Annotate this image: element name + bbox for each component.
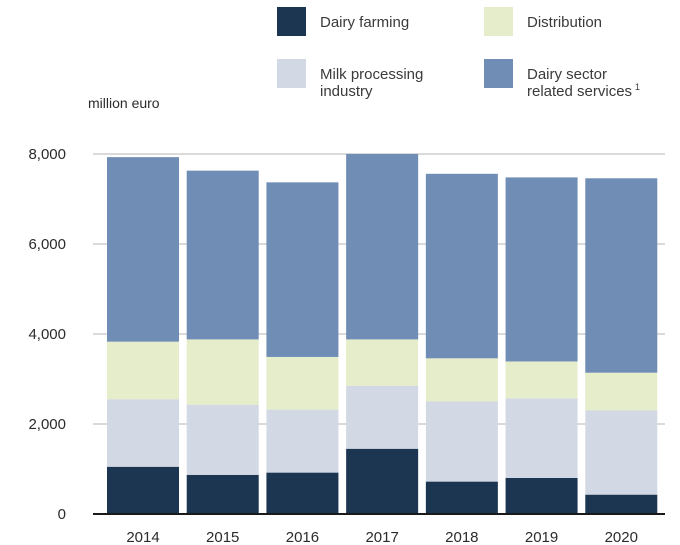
x-tick-label: 2014 (126, 529, 159, 545)
legend-item-dairy-sector-related-services: Dairy sector related services 1 (484, 59, 640, 100)
bar-segment-distribution-2015 (186, 339, 259, 405)
y-tick-label: 6,000 (28, 236, 66, 253)
bar-segment-distribution-2014 (107, 341, 179, 400)
legend-swatch (484, 7, 513, 36)
bar-segment-milk-processing-industry-2017 (346, 385, 419, 449)
bar-segment-dairy-sector-related-services-2018 (425, 173, 498, 359)
bar-segment-distribution-2019 (505, 361, 578, 399)
x-tick-label: 2017 (365, 529, 398, 545)
legend-label: Dairy farming (320, 14, 409, 31)
x-tick-label: 2015 (206, 529, 239, 545)
bar-segment-dairy-farming-2014 (107, 466, 179, 514)
x-axis-ticks: 2014 2015 2016 2017 2018 2019 2020 (126, 529, 638, 545)
legend-item-dairy-farming: Dairy farming (277, 7, 409, 36)
y-tick-label: 0 (58, 506, 66, 523)
bar-segment-dairy-farming-2020 (585, 494, 658, 514)
legend-item-milk-processing-industry: Milk processing industry (277, 59, 423, 100)
bar-segment-milk-processing-industry-2016 (266, 409, 339, 473)
bar-stack-2020 (585, 178, 658, 514)
legend-item-distribution: Distribution (484, 7, 602, 36)
bars (107, 154, 658, 514)
x-tick-label: 2018 (445, 529, 478, 545)
x-tick-label: 2016 (286, 529, 319, 545)
bar-segment-dairy-farming-2019 (505, 478, 578, 514)
bar-stack-2014 (107, 157, 179, 514)
y-tick-label: 4,000 (28, 326, 66, 343)
x-tick-label: 2019 (525, 529, 558, 545)
legend: Dairy farming Distribution Milk processing… (277, 7, 640, 100)
y-tick-label: 8,000 (28, 146, 66, 163)
bar-segment-distribution-2018 (425, 358, 498, 402)
bar-segment-milk-processing-industry-2015 (186, 404, 259, 475)
bar-segment-distribution-2016 (266, 356, 339, 410)
bar-segment-milk-processing-industry-2019 (505, 398, 578, 478)
bar-stack-2017 (346, 154, 419, 514)
bar-segment-milk-processing-industry-2014 (107, 399, 179, 467)
bar-segment-dairy-sector-related-services-2019 (505, 177, 578, 362)
bar-stack-2018 (425, 173, 498, 514)
legend-label: Distribution (527, 14, 602, 31)
y-tick-label: 2,000 (28, 416, 66, 433)
bar-stack-2015 (186, 170, 259, 514)
legend-swatch (277, 7, 306, 36)
bar-segment-dairy-sector-related-services-2014 (107, 157, 179, 342)
x-tick-label: 2020 (605, 529, 638, 545)
bar-stack-2016 (266, 182, 339, 514)
y-axis-ticks: 0 2,000 4,000 6,000 8,000 (28, 146, 66, 523)
bar-segment-dairy-farming-2018 (425, 481, 498, 514)
bar-segment-dairy-farming-2016 (266, 472, 339, 514)
bar-segment-distribution-2020 (585, 372, 658, 411)
bar-segment-dairy-sector-related-services-2017 (346, 154, 419, 340)
bar-segment-dairy-sector-related-services-2020 (585, 178, 658, 373)
y-axis-unit-label: million euro (88, 95, 160, 111)
legend-label: Dairy sector related services 1 (527, 66, 640, 100)
legend-swatch (484, 59, 513, 88)
bar-stack-2019 (505, 177, 578, 514)
bar-segment-dairy-farming-2015 (186, 474, 259, 514)
bar-segment-milk-processing-industry-2018 (425, 401, 498, 482)
bar-segment-dairy-sector-related-services-2015 (186, 170, 259, 340)
bar-segment-milk-processing-industry-2020 (585, 410, 658, 495)
legend-label: Milk processing industry (320, 66, 423, 100)
bar-segment-dairy-farming-2017 (346, 448, 419, 514)
legend-swatch (277, 59, 306, 88)
bar-segment-distribution-2017 (346, 339, 419, 386)
bar-segment-dairy-sector-related-services-2016 (266, 182, 339, 357)
